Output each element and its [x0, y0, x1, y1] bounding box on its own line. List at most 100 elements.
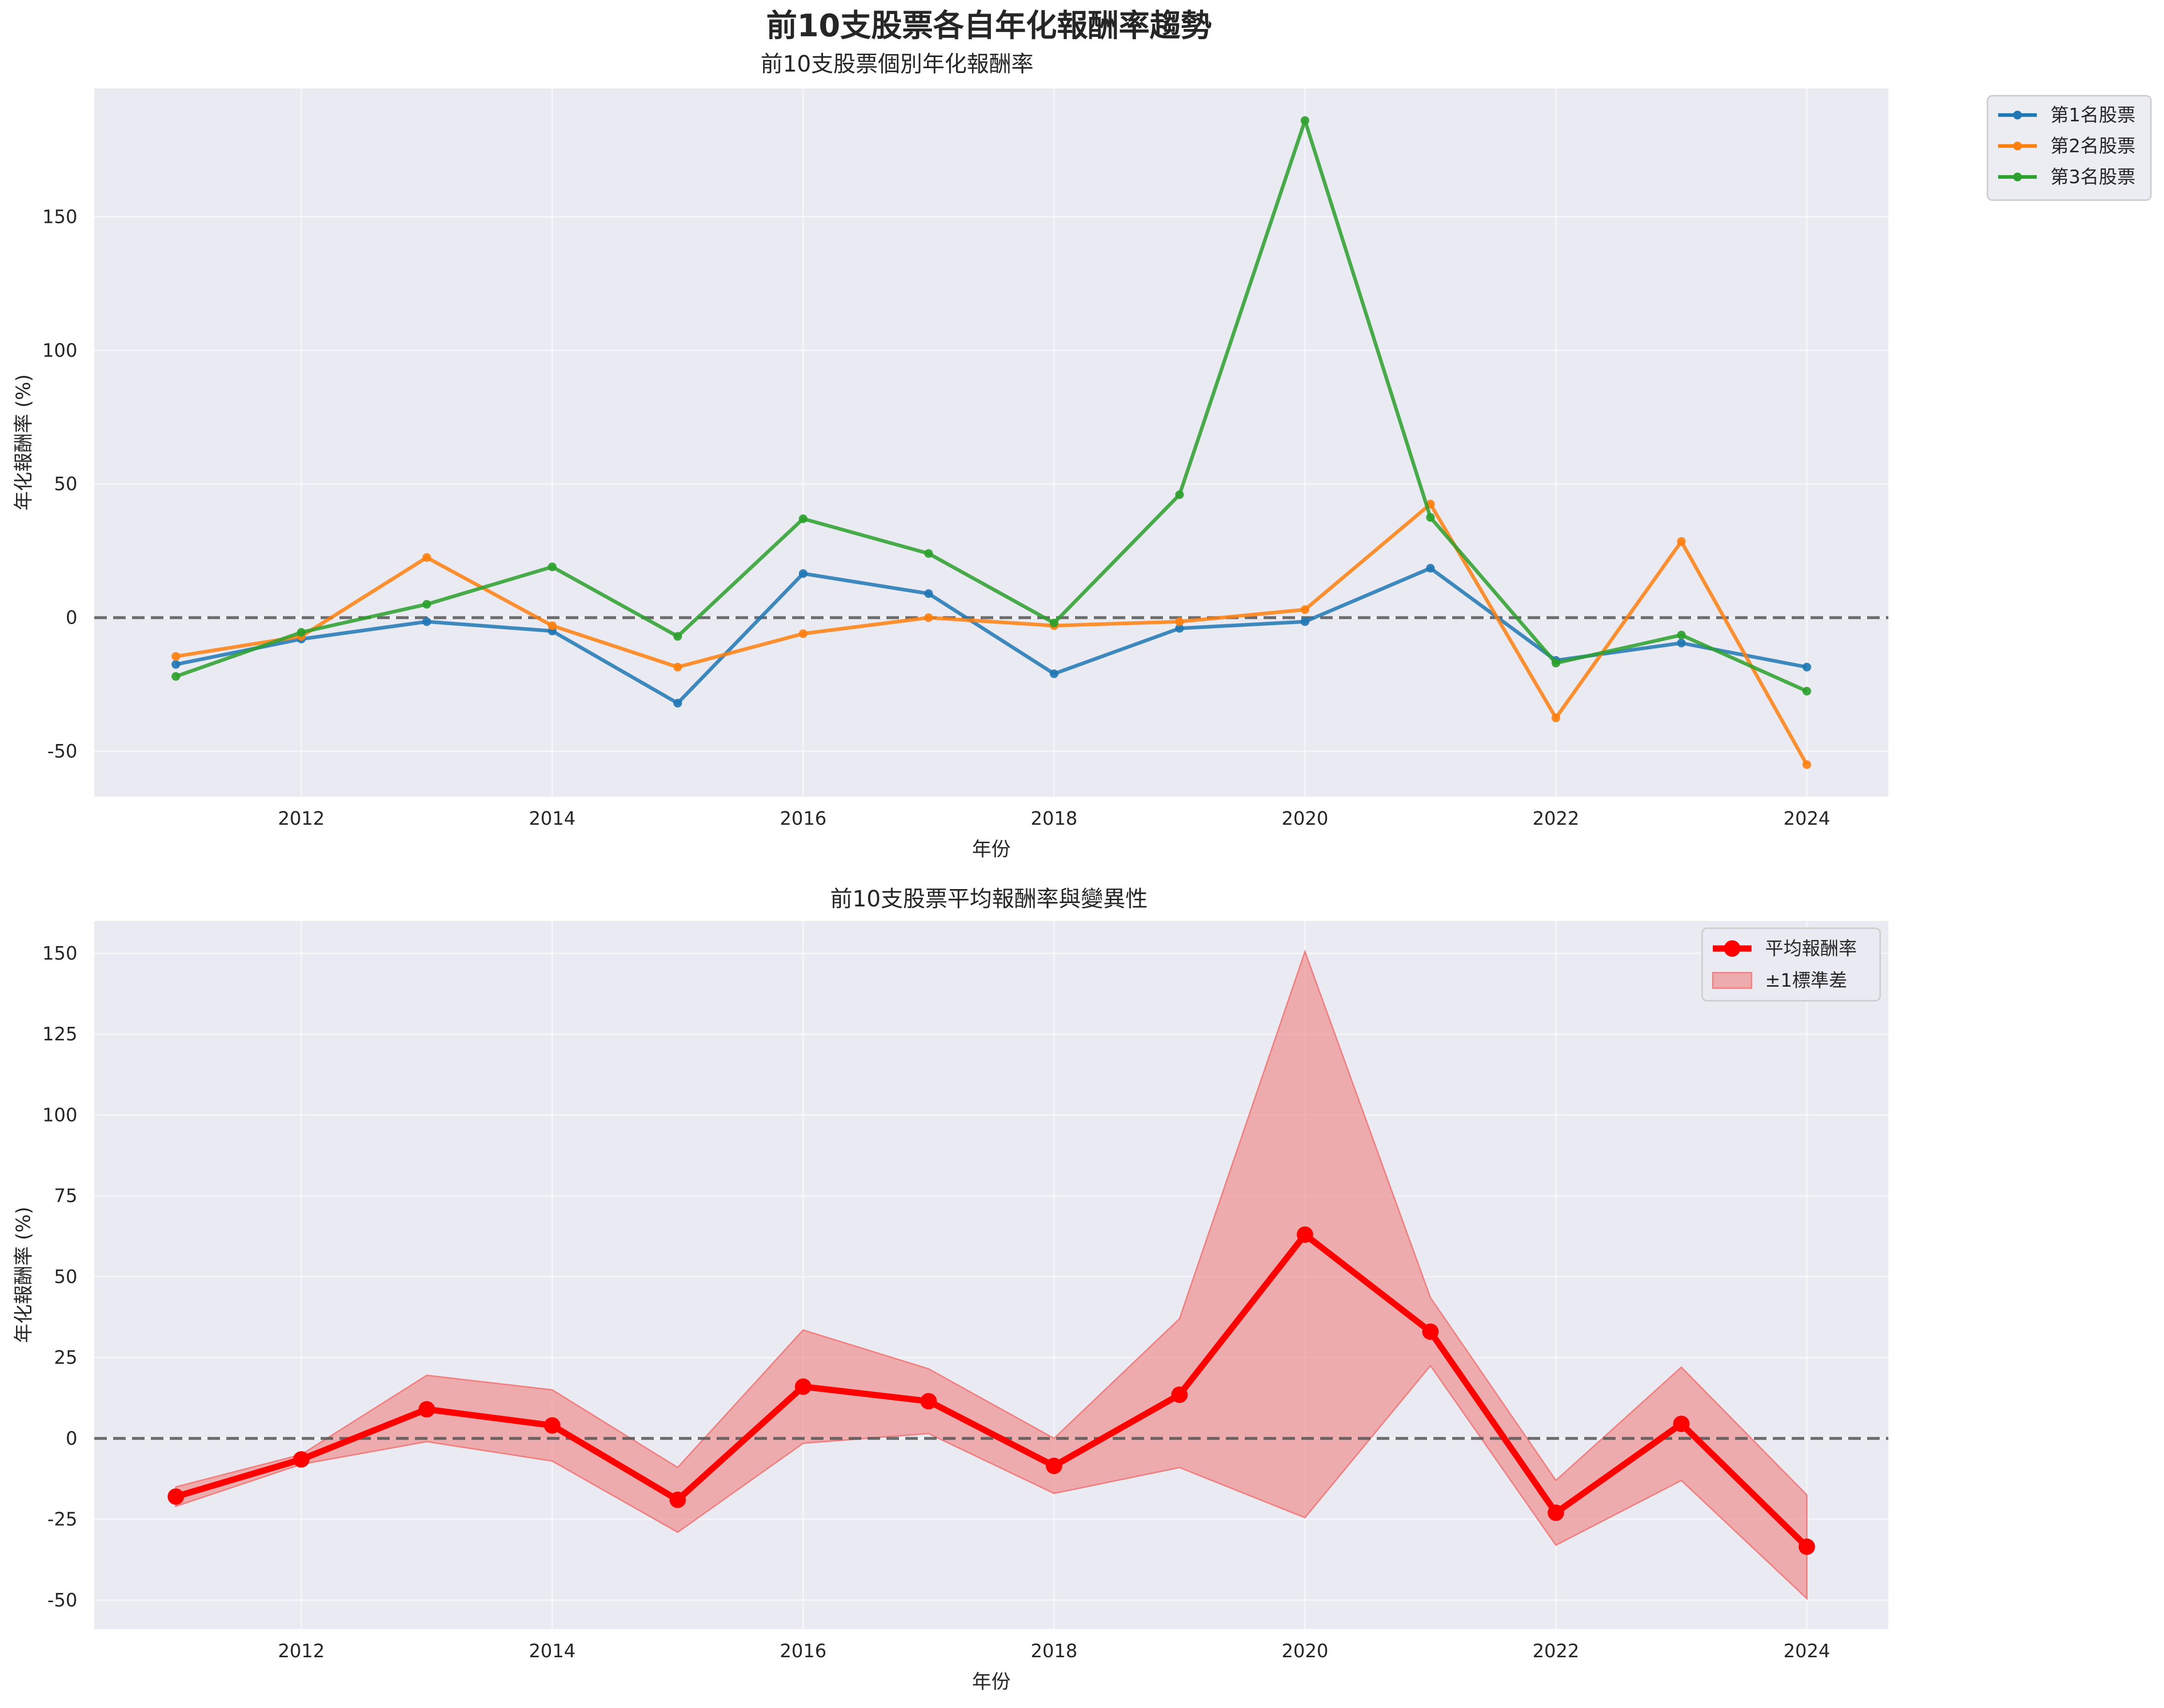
top-x-tick-label: 2016: [780, 808, 826, 829]
top-series-3-point: [172, 672, 180, 681]
top-series-1-point: [799, 569, 808, 578]
top-x-tick-label: 2020: [1281, 808, 1328, 829]
top-series-2-point: [1802, 760, 1811, 769]
bottom-x-tick-label: 2016: [780, 1640, 826, 1662]
top-series-1-point: [673, 699, 682, 708]
bottom-legend-label: 平均報酬率: [1765, 938, 1857, 959]
bottom-x-tick-label: 2020: [1281, 1640, 1328, 1662]
top-legend-label: 第2名股票: [2050, 135, 2135, 157]
top-y-tick-label: 150: [42, 206, 77, 227]
top-y-axis-label: 年化報酬率 (%): [13, 374, 35, 511]
bottom-y-tick-label: 0: [66, 1428, 77, 1449]
bottom-legend-band-swatch: [1713, 973, 1752, 988]
bottom-chart: 前10支股票平均報酬率與變異性 -50 -25 0 25 50 75 100 125 150 2…: [13, 886, 1888, 1693]
top-series-2-point: [673, 663, 682, 672]
top-series-3-point: [1426, 513, 1435, 522]
top-series-3-point: [1175, 490, 1184, 499]
top-series-3-point: [1551, 659, 1560, 668]
bottom-series-1-point: [544, 1417, 560, 1434]
figure-title: 前10支股票各自年化報酬率趨勢: [766, 8, 1211, 44]
top-x-tick-label: 2012: [278, 808, 325, 829]
top-series-2-point: [799, 629, 808, 638]
bottom-y-tick-label: 75: [54, 1185, 77, 1207]
top-series-3-point: [1802, 687, 1811, 696]
top-legend-label: 第1名股票: [2050, 104, 2135, 126]
bottom-y-tick-label: 100: [42, 1104, 77, 1125]
bottom-y-tick-label: 125: [42, 1023, 77, 1045]
bottom-x-axis-label: 年份: [972, 1671, 1011, 1693]
top-chart: 前10支股票個別年化報酬率 -50 0 50 100 150 2012 2014 2016 2…: [13, 51, 2151, 861]
top-series-3-point: [548, 563, 557, 571]
bottom-legend: 平均報酬率 ±1標準差: [1702, 928, 1880, 1001]
top-series-2-point: [1677, 537, 1686, 546]
bottom-chart-title: 前10支股票平均報酬率與變異性: [830, 886, 1148, 912]
bottom-y-tick-label: -50: [47, 1590, 77, 1611]
top-series-1-point: [423, 617, 431, 626]
bottom-legend-marker: [1724, 940, 1740, 957]
top-series-2-point: [1301, 605, 1310, 614]
bottom-series-1-point: [1422, 1324, 1439, 1340]
bottom-series-1-point: [1798, 1538, 1815, 1555]
top-x-tick-label: 2014: [529, 808, 576, 829]
bottom-series-1-point: [920, 1393, 937, 1409]
top-legend-marker: [2013, 142, 2022, 150]
top-series-1-point: [1426, 564, 1435, 572]
bottom-x-tick-label: 2014: [529, 1640, 576, 1662]
bottom-series-1-point: [1171, 1387, 1188, 1403]
top-chart-title: 前10支股票個別年化報酬率: [761, 51, 1034, 77]
top-legend-marker: [2013, 111, 2022, 119]
top-series-2-point: [172, 652, 180, 661]
top-series-3-point: [673, 632, 682, 641]
bottom-series-1-point: [795, 1378, 811, 1395]
top-series-3-point: [799, 514, 808, 523]
bottom-y-tick-label: 150: [42, 943, 77, 964]
top-series-1-point: [1301, 617, 1310, 626]
top-series-3-point: [423, 600, 431, 609]
top-legend-label: 第3名股票: [2050, 166, 2135, 188]
top-x-axis-label: 年份: [972, 838, 1011, 861]
top-series-1-point: [1677, 639, 1686, 647]
top-series-2-point: [423, 553, 431, 562]
bottom-series-1-point: [1046, 1458, 1062, 1474]
top-y-tick-label: 100: [42, 340, 77, 361]
bottom-plot-area: [94, 921, 1888, 1629]
bottom-series-1-point: [669, 1491, 686, 1508]
bottom-x-tick-label: 2024: [1783, 1640, 1830, 1662]
top-series-2-point: [924, 613, 933, 622]
top-series-3-point: [924, 549, 933, 558]
top-series-1-point: [1050, 670, 1059, 678]
top-series-1-point: [924, 589, 933, 598]
top-series-2-point: [1551, 714, 1560, 722]
bottom-y-tick-label: 25: [54, 1347, 77, 1368]
top-series-3-point: [1050, 619, 1059, 628]
top-series-1-point: [172, 660, 180, 669]
bottom-series-1-point: [1547, 1504, 1564, 1521]
bottom-series-1-point: [1673, 1416, 1690, 1432]
bottom-series-1-point: [419, 1401, 435, 1417]
top-legend-marker: [2013, 173, 2022, 181]
bottom-x-tick-label: 2018: [1030, 1640, 1077, 1662]
bottom-series-1-point: [168, 1489, 184, 1505]
bottom-x-tick-label: 2022: [1532, 1640, 1579, 1662]
top-series-3-point: [1677, 631, 1686, 640]
top-series-1-point: [1802, 663, 1811, 672]
top-y-tick-label: 50: [54, 473, 77, 495]
top-series-3-point: [297, 628, 306, 637]
bottom-y-tick-label: 50: [54, 1266, 77, 1287]
top-x-tick-label: 2018: [1030, 808, 1077, 829]
top-series-2-point: [1175, 617, 1184, 626]
bottom-y-tick-label: -25: [47, 1509, 77, 1530]
bottom-x-tick-label: 2012: [278, 1640, 325, 1662]
top-series-3-point: [1301, 116, 1310, 125]
bottom-y-axis-label: 年化報酬率 (%): [13, 1207, 35, 1343]
bottom-series-1-point: [1297, 1226, 1313, 1243]
top-series-2-point: [548, 621, 557, 630]
top-x-tick-label: 2022: [1532, 808, 1579, 829]
top-y-tick-label: -50: [47, 741, 77, 762]
top-x-tick-label: 2024: [1783, 808, 1830, 829]
top-y-tick-label: 0: [66, 607, 77, 628]
bottom-legend-band-label: ±1標準差: [1765, 970, 1847, 991]
top-plot-area: [94, 88, 1888, 797]
